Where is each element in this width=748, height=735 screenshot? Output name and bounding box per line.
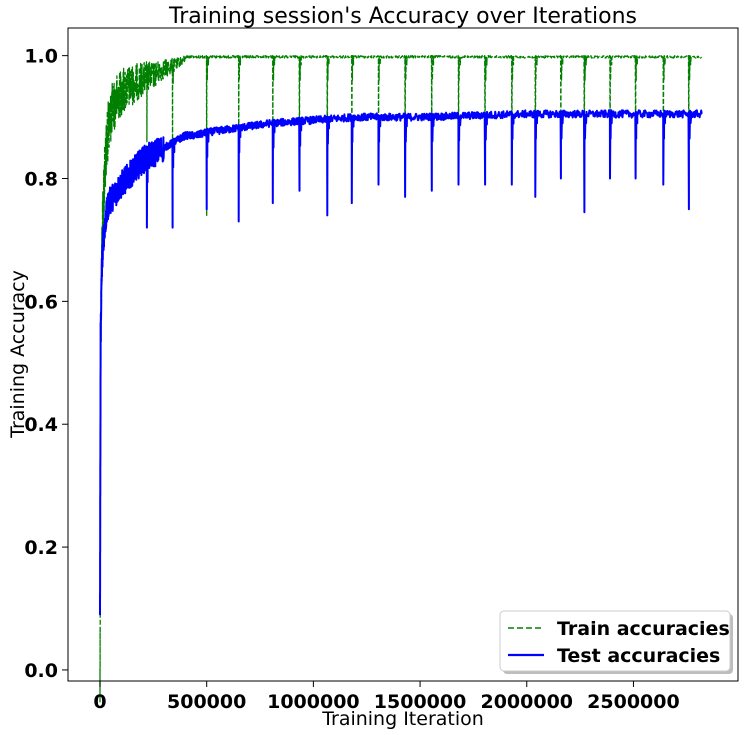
x-tick-label: 2000000: [480, 691, 573, 713]
train-accuracy-line: [99, 54, 703, 703]
plot-frame: [67, 27, 739, 682]
y-tick-label: 0.8: [24, 169, 58, 191]
x-tick-label: 1000000: [267, 691, 360, 713]
plot-area: [99, 54, 703, 703]
legend-train-label: Train accuracies: [557, 618, 730, 640]
y-tick-label: 0.6: [24, 291, 58, 313]
x-axis: 0 500000 1000000 1500000 2000000 2500000: [93, 681, 680, 713]
legend-test-label: Test accuracies: [557, 645, 720, 667]
x-tick-label: 500000: [167, 691, 246, 713]
y-tick-label: 0.2: [24, 537, 58, 559]
y-tick-label: 0.0: [24, 660, 58, 682]
y-axis: 0.0 0.2 0.4 0.6 0.8 1.0: [24, 46, 68, 682]
test-series-group: [99, 109, 703, 616]
x-tick-label: 0: [93, 691, 106, 713]
chart-title: Training session's Accuracy over Iterati…: [168, 4, 637, 29]
y-axis-title: Training Accuracy: [7, 270, 29, 439]
legend-box: [499, 610, 731, 672]
train-series-group: [99, 54, 703, 703]
y-tick-label: 0.4: [24, 414, 58, 436]
x-tick-label: 1500000: [374, 691, 467, 713]
x-tick-label: 2500000: [587, 691, 680, 713]
x-axis-title: Training Iteration: [321, 708, 484, 730]
test-accuracy-line: [99, 109, 703, 616]
legend: Train accuracies Test accuracies: [499, 610, 733, 674]
y-tick-label: 1.0: [24, 46, 58, 68]
